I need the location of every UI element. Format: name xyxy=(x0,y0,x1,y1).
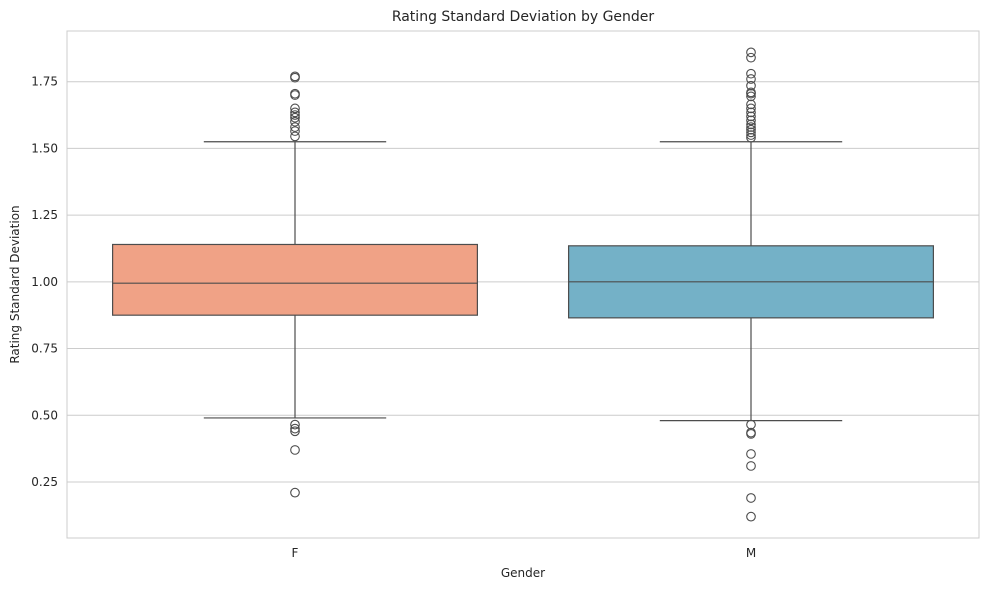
outlier-point xyxy=(746,419,756,430)
y-tick-label: 0.75 xyxy=(31,342,58,356)
outlier-point xyxy=(290,445,300,455)
x-tick-label: F xyxy=(292,546,299,560)
y-tick-label: 1.75 xyxy=(31,75,58,89)
outlier-point xyxy=(746,127,756,138)
outlier-point xyxy=(746,119,756,130)
y-tick-label: 0.25 xyxy=(31,475,58,489)
outlier-point xyxy=(746,124,756,135)
outlier-point xyxy=(290,419,300,430)
outlier-point xyxy=(746,449,756,459)
outlier-point xyxy=(746,461,756,471)
plot-frame xyxy=(66,30,980,539)
iqr-box xyxy=(111,243,478,316)
outlier-point xyxy=(290,116,300,127)
y-tick-label: 1.50 xyxy=(31,141,58,155)
y-axis-label: Rating Standard Deviation xyxy=(8,205,22,363)
outlier-point xyxy=(290,126,300,136)
y-tick-label: 1.25 xyxy=(31,208,58,222)
outlier-point xyxy=(746,511,756,522)
outlier-point xyxy=(290,72,300,83)
box-F xyxy=(111,71,478,498)
y-tick-label: 1.00 xyxy=(31,275,58,289)
outlier-point xyxy=(746,115,756,126)
outlier-point xyxy=(746,99,756,110)
outlier-point xyxy=(746,68,756,79)
outlier-point xyxy=(746,132,756,143)
outlier-point xyxy=(290,110,300,120)
outlier-point xyxy=(290,487,300,498)
y-axis-ticks: 0.25 0.50 0.75 1.00 1.25 1.50 1.75 xyxy=(31,75,58,489)
x-tick-label: M xyxy=(746,546,756,560)
outlier-point xyxy=(746,74,756,84)
outlier-point xyxy=(290,423,300,434)
outlier-point xyxy=(746,80,756,91)
outlier-point xyxy=(746,111,756,122)
outlier-point xyxy=(746,52,756,63)
outlier-point xyxy=(746,103,756,114)
chart-title: Rating Standard Deviation by Gender xyxy=(392,9,655,25)
outlier-point xyxy=(290,103,300,114)
outlier-point xyxy=(746,88,756,99)
outlier-point xyxy=(746,107,756,118)
outlier-point xyxy=(746,47,756,58)
outlier-point xyxy=(746,122,756,132)
outlier-point xyxy=(290,131,300,142)
box-M xyxy=(567,47,934,522)
y-tick-label: 0.50 xyxy=(31,408,58,422)
boxes xyxy=(111,47,934,522)
outlier-point xyxy=(290,426,300,437)
outlier-point xyxy=(290,90,300,100)
outlier-point xyxy=(290,107,300,118)
outlier-point xyxy=(746,493,756,503)
outlier-point xyxy=(290,122,300,132)
outlier-point xyxy=(746,130,756,140)
outlier-point xyxy=(746,429,756,439)
x-axis-label: Gender xyxy=(501,566,545,580)
outlier-point xyxy=(290,112,300,123)
outlier-point xyxy=(746,91,756,102)
